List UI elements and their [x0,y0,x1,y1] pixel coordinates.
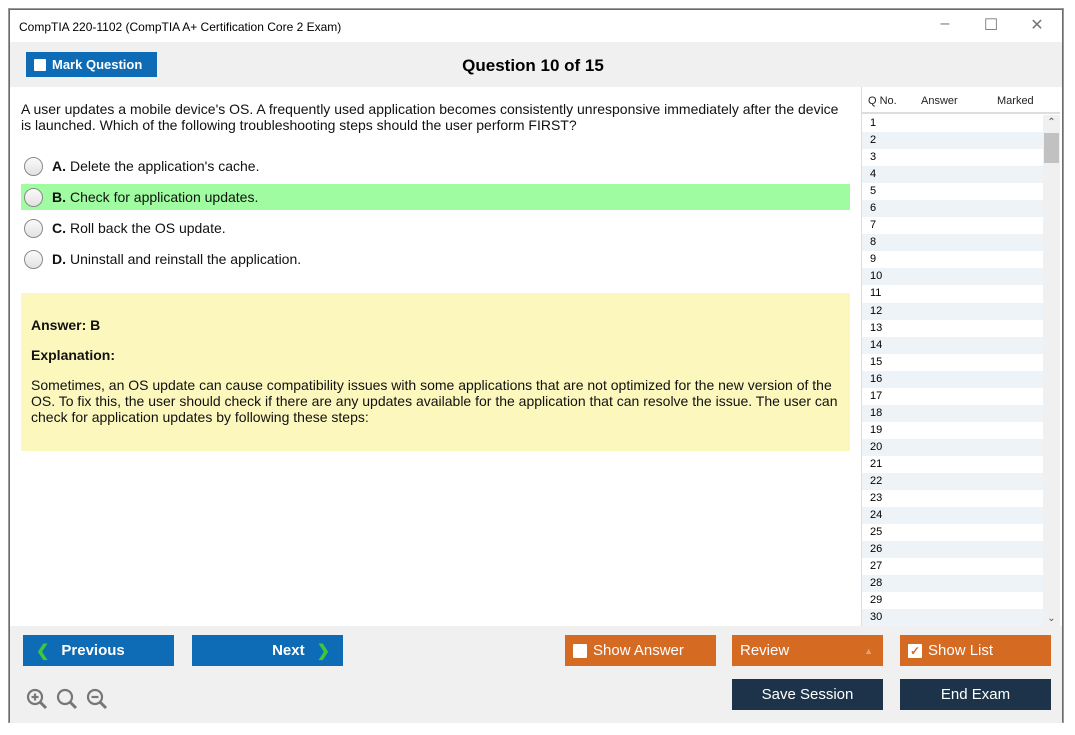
list-row[interactable]: 2 [862,132,1044,150]
previous-label: Previous [61,642,125,659]
title-bar: CompTIA 220-1102 (CompTIA A+ Certificati… [10,10,1062,42]
question-panel: A user updates a mobile device's OS. A f… [10,87,861,626]
list-row[interactable]: 19 [870,423,883,436]
list-row[interactable]: 3 [870,151,877,164]
option-a[interactable]: A. Delete the application's cache. [21,153,850,179]
list-row[interactable]: 7 [870,219,877,232]
show-answer-button[interactable]: Show Answer [565,635,716,666]
list-row[interactable]: 16 [862,370,1044,388]
option-c[interactable]: C. Roll back the OS update. [21,215,850,241]
radio-icon[interactable] [24,156,43,176]
question-text: A user updates a mobile device's OS. A f… [21,101,839,133]
header-marked: Marked [997,95,1034,107]
radio-icon[interactable] [24,218,43,238]
option-text: Delete the application's cache. [70,158,260,174]
list-row[interactable]: 9 [870,253,877,266]
option-letter: B. [52,189,66,205]
option-text: Uninstall and reinstall the application. [70,251,302,267]
maximize-button[interactable]: ☐ [983,17,999,34]
list-row[interactable]: 22 [862,472,1044,491]
explanation-heading: Explanation: [31,347,116,363]
caret-up-icon: ▲ [864,645,873,656]
footer-bar: ❮ Previous Next ❯ Show Answer Review ▲ ✓ Sho… [10,626,1062,723]
list-row[interactable]: 1 [870,117,877,129]
list-row[interactable]: 20 [862,438,1044,456]
list-row[interactable]: 17 [870,389,883,402]
window-title: CompTIA 220-1102 (CompTIA A+ Certificati… [19,20,342,34]
checkbox-icon [34,58,46,71]
list-row[interactable]: 15 [870,355,883,368]
list-row[interactable]: 21 [870,457,883,470]
zoom-out-icon[interactable] [86,688,108,710]
list-row[interactable]: 11 [870,287,882,300]
question-list: Q No. Answer Marked 1 2 3 4 5 6 7 8 9 10 11 12 13 14 1… [861,87,1060,627]
list-row[interactable]: 24 [862,507,1044,525]
explanation-text: Sometimes, an OS update can cause compat… [31,377,838,425]
option-letter: D. [52,251,66,267]
list-row[interactable]: 8 [862,234,1044,252]
zoom-controls [26,688,108,710]
list-row[interactable]: 27 [870,560,883,573]
mark-question-label: Mark Question [52,57,143,72]
option-letter: A. [52,158,66,174]
option-text: Check for application updates. [70,189,259,205]
list-row[interactable]: 14 [862,336,1044,354]
previous-button[interactable]: ❮ Previous [23,635,174,666]
list-rows: 1 2 3 4 5 6 7 8 9 10 11 12 13 14 15 16 17 18 19 20 21 22 23 24 2… [862,115,1044,627]
option-b[interactable]: B. Check for application updates. [21,184,850,210]
header-answer: Answer [921,95,958,107]
checkbox-icon[interactable] [573,643,587,658]
list-row[interactable]: 29 [870,594,883,607]
save-session-button[interactable]: Save Session [732,679,883,710]
list-row[interactable]: 10 [862,268,1044,286]
radio-icon[interactable] [24,249,43,269]
chevron-right-icon: ❯ [316,642,330,660]
zoom-in-icon[interactable] [26,688,48,710]
scroll-down-icon[interactable]: ⌄ [1047,613,1056,624]
list-row[interactable]: 12 [862,302,1044,320]
list-row[interactable]: 5 [870,185,877,198]
list-row[interactable]: 4 [862,166,1044,184]
list-header: Q No. Answer Marked [862,87,1060,114]
list-row[interactable]: 26 [862,541,1044,559]
list-scrollbar[interactable]: ⌃ ⌄ [1043,115,1060,626]
checkmark-icon[interactable]: ✓ [908,643,922,658]
radio-icon[interactable] [24,187,43,207]
zoom-reset-icon[interactable] [56,688,78,710]
show-answer-label: Show Answer [593,642,684,659]
list-row[interactable]: 23 [870,492,883,505]
list-row[interactable]: 18 [862,404,1044,422]
show-list-label: Show List [928,642,994,659]
header-qno: Q No. [868,95,897,107]
question-counter: Question 10 of 15 [462,56,604,75]
option-letter: C. [52,220,66,236]
next-label: Next [272,642,305,659]
review-label: Review [740,642,790,659]
next-button[interactable]: Next ❯ [192,635,343,666]
minimize-button[interactable]: – [940,15,950,32]
chevron-left-icon: ❮ [36,642,50,660]
close-button[interactable]: ✕ [1030,17,1044,34]
list-row[interactable]: 28 [862,575,1044,593]
option-d[interactable]: D. Uninstall and reinstall the applicatio… [21,246,850,272]
review-dropdown[interactable]: Review ▲ [732,635,883,666]
toolbar: Mark Question Question 10 of 15 [10,42,1062,87]
mark-question-button[interactable]: Mark Question [26,52,157,77]
option-text: Roll back the OS update. [70,220,226,236]
answer-label: Answer: B [31,317,101,333]
end-exam-button[interactable]: End Exam [900,679,1051,710]
list-row[interactable]: 13 [870,321,883,334]
scrollbar-thumb[interactable] [1044,133,1059,163]
list-row[interactable]: 6 [862,200,1044,218]
app-window: CompTIA 220-1102 (CompTIA A+ Certificati… [9,9,1063,723]
list-row[interactable]: 25 [870,526,883,539]
scroll-up-icon[interactable]: ⌃ [1047,117,1056,128]
list-row[interactable]: 30 [862,609,1044,627]
explanation-box: Answer: B Explanation: Sometimes, an OS … [21,293,850,451]
show-list-button[interactable]: ✓ Show List [900,635,1051,666]
